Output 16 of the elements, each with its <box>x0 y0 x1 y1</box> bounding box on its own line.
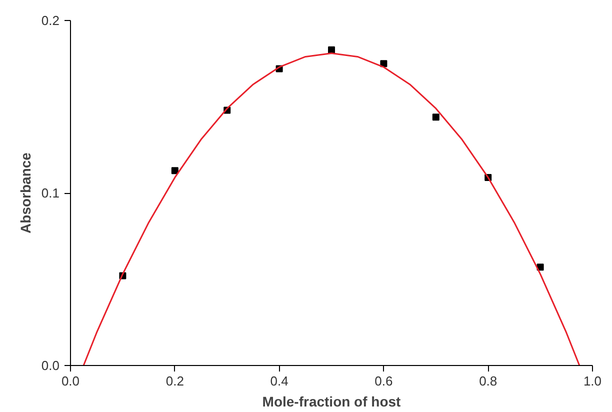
y-axis-title: Absorbance <box>17 152 34 234</box>
point <box>171 167 178 174</box>
x-tick-label: 1.0 <box>583 374 602 388</box>
point <box>328 46 335 54</box>
x-tick-label: 0.4 <box>270 374 288 388</box>
x-tick-label: 0.2 <box>166 374 184 388</box>
point <box>536 264 544 271</box>
y-tick-label: 0.2 <box>41 13 60 28</box>
y-tick-label: 0.1 <box>41 186 60 200</box>
x-axis-title: Mole-fraction of host <box>262 394 402 410</box>
x-tick-label: 0.8 <box>479 374 498 388</box>
point <box>432 114 440 121</box>
y-tick-label: 0.0 <box>41 358 60 373</box>
point <box>380 60 388 68</box>
x-tick-label: 0.6 <box>374 374 393 388</box>
x-tick-label: 0.0 <box>61 374 80 388</box>
